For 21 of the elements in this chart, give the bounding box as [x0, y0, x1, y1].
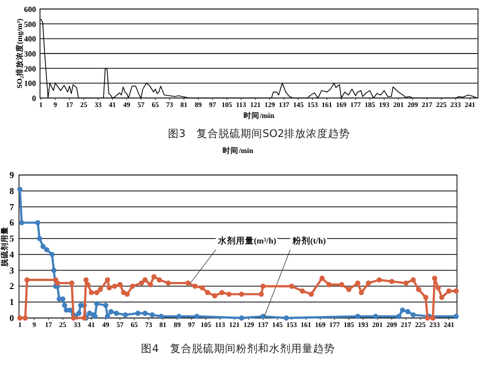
text: 图3 复合脱硫期间SO2排放浓度趋势 — [168, 127, 350, 140]
y-tick-label: 2 — [10, 281, 14, 292]
y-tick-label: 4 — [10, 249, 14, 260]
y-tick-label: 400 — [24, 34, 36, 44]
text: 粉剂(t/h) — [291, 236, 326, 246]
text: 图4 复合脱硫期间粉剂和水剂用量趋势 — [141, 342, 335, 355]
y-tick-label: 300 — [24, 50, 36, 58]
y-tick-label: 500 — [24, 20, 36, 29]
y-tick-label: 5 — [10, 234, 14, 244]
y-tick-label: 100 — [24, 79, 36, 88]
y-tick-label: 600 — [24, 5, 36, 14]
y-tick-label: 200 — [24, 64, 36, 74]
y-tick-label: 3 — [10, 265, 14, 276]
y-tick-label: 8 — [10, 186, 14, 196]
y-tick-label: 9 — [10, 170, 14, 180]
y-tick-label: 0 — [32, 94, 36, 103]
y-tick-label: 1 — [10, 297, 14, 308]
y-tick-label: 6 — [10, 218, 14, 228]
text: 水剂用量(m³/h) — [216, 236, 276, 246]
y-tick-label: 0 — [10, 313, 14, 323]
y-tick-label: 7 — [10, 202, 14, 212]
